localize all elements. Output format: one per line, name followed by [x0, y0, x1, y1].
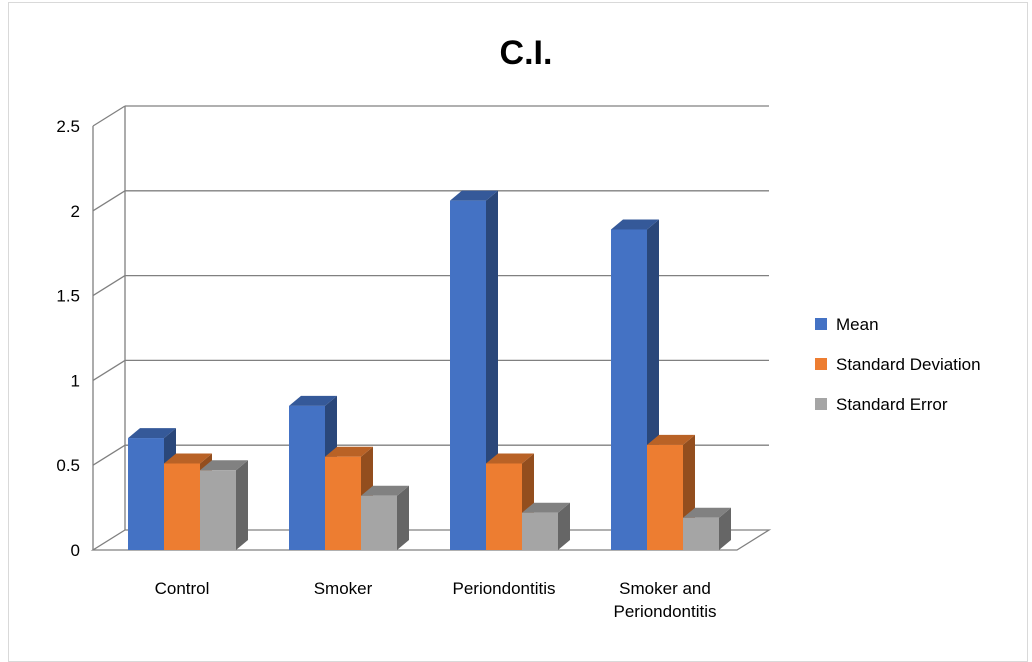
bar-top	[522, 502, 570, 513]
x-tick-label: Periondontitis	[613, 602, 716, 621]
gridline-side	[92, 105, 126, 127]
bar-top	[486, 453, 534, 464]
bar-top	[325, 446, 373, 457]
legend-swatch	[815, 358, 827, 370]
gridline-side	[92, 275, 126, 297]
bar-top	[450, 190, 498, 201]
bar-side	[236, 460, 248, 550]
y-tick-label: 0.5	[56, 456, 80, 475]
gridline-side	[92, 444, 126, 466]
legend-label: Standard Error	[836, 395, 948, 414]
y-tick-label: 2.5	[56, 117, 80, 136]
bar	[611, 229, 647, 550]
x-tick-label: Periondontitis	[452, 579, 555, 598]
chart-title: C.I.	[500, 34, 553, 72]
bar-top	[611, 219, 659, 230]
x-tick-label: Smoker and	[619, 579, 711, 598]
bar-top	[128, 428, 176, 439]
bar	[522, 512, 558, 550]
y-tick-label: 2	[71, 202, 80, 221]
bar	[289, 405, 325, 550]
x-tick-label: Control	[155, 579, 210, 598]
gridline-side	[92, 359, 126, 381]
bar	[486, 463, 522, 550]
legend-swatch	[815, 318, 827, 330]
bar-top	[361, 485, 409, 496]
legend-swatch	[815, 398, 827, 410]
bar	[647, 444, 683, 550]
bar	[450, 200, 486, 550]
bar-side	[719, 507, 731, 550]
bar	[164, 463, 200, 550]
chart-frame	[8, 2, 1028, 662]
bar-top	[289, 395, 337, 406]
x-tick-label: Smoker	[314, 579, 373, 598]
bar-top	[200, 460, 248, 471]
bar-top	[164, 453, 212, 464]
bar	[128, 438, 164, 550]
bar-side	[397, 485, 409, 550]
bar	[200, 470, 236, 550]
bar	[325, 456, 361, 550]
gridline-side	[92, 190, 126, 212]
bar-top	[647, 434, 695, 445]
bar	[361, 495, 397, 550]
y-tick-label: 1	[71, 371, 80, 390]
bar-top	[683, 507, 731, 518]
bar-side	[558, 502, 570, 550]
legend-label: Mean	[836, 315, 879, 334]
y-tick-label: 1.5	[56, 287, 80, 306]
bar	[683, 517, 719, 550]
legend-label: Standard Deviation	[836, 355, 981, 374]
y-tick-label: 0	[71, 541, 80, 560]
